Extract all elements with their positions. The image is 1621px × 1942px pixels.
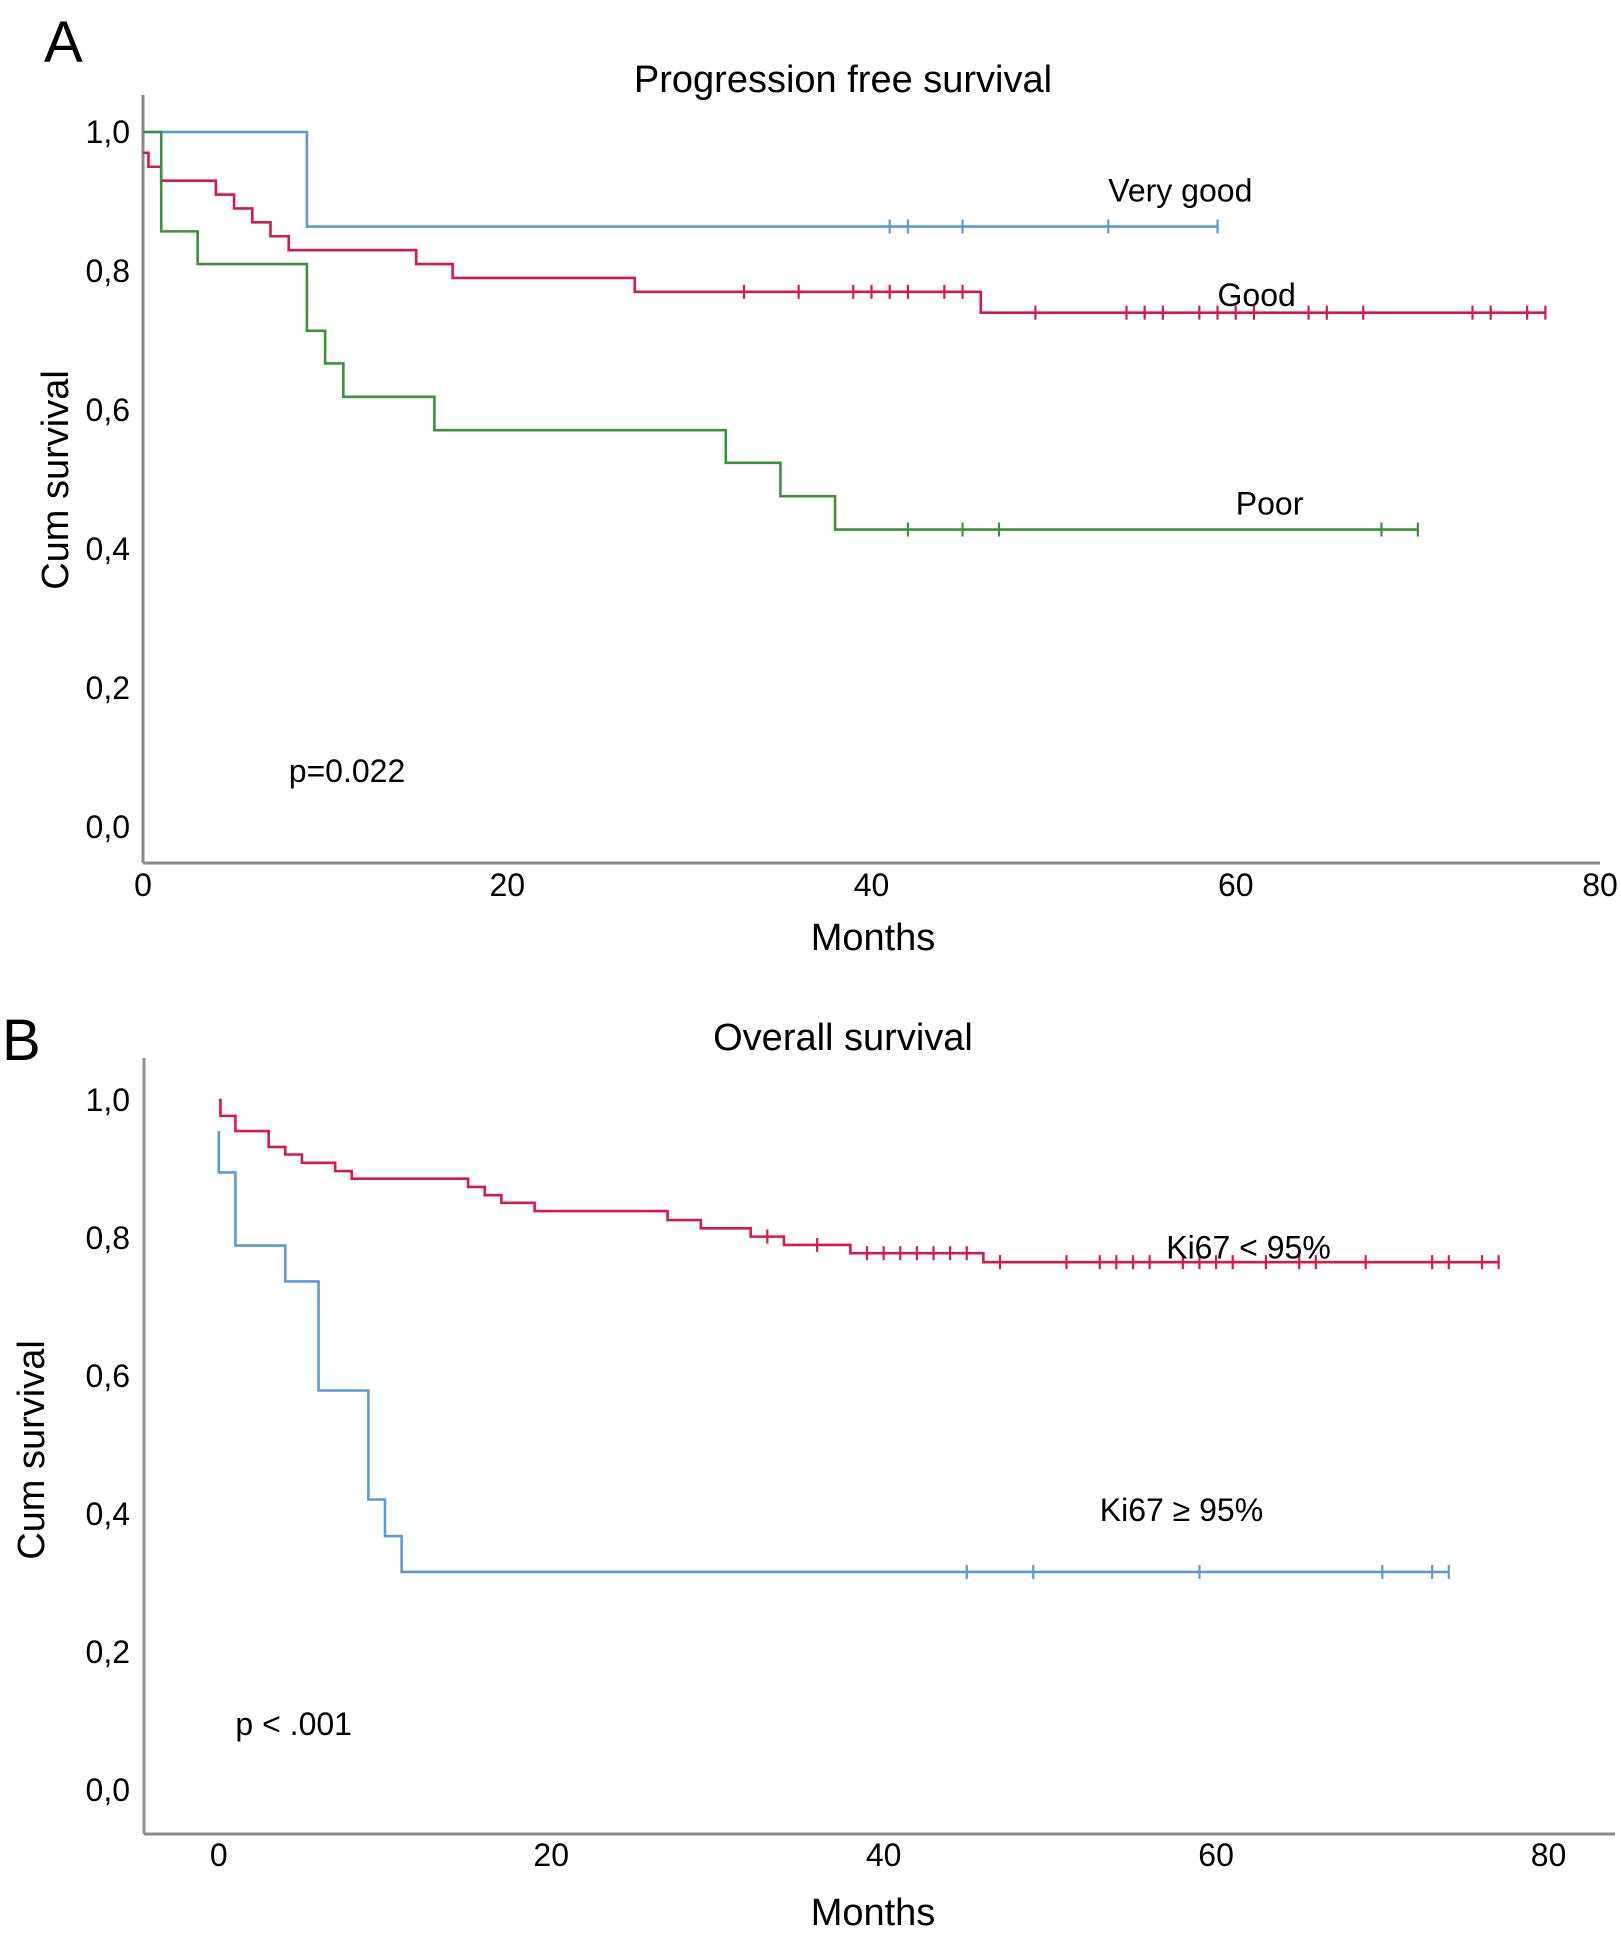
series-poor: Poor bbox=[143, 130, 1419, 537]
x-tick-label: 40 bbox=[854, 867, 890, 903]
panel-letter-a: A bbox=[44, 10, 83, 75]
y-ticks-b: 0,0 0,2 0,4 0,6 0,8 1,0 bbox=[86, 1082, 130, 1808]
x-tick-label: 0 bbox=[210, 1837, 228, 1873]
p-value-annotation: p < .001 bbox=[235, 1706, 352, 1742]
y-ticks-a: 0,0 0,2 0,4 0,6 0,8 1,0 bbox=[86, 114, 130, 845]
annotations-a: p=0.022 bbox=[289, 753, 406, 789]
x-ticks-b: 0 20 40 60 80 bbox=[210, 1837, 1566, 1873]
y-tick-label: 0,6 bbox=[86, 392, 130, 428]
y-tick-label: 0,8 bbox=[86, 1220, 130, 1256]
x-ticks-a: 0 20 40 60 80 bbox=[134, 867, 1618, 903]
annotations-b: p < .001 bbox=[235, 1706, 352, 1742]
y-tick-label: 0,0 bbox=[86, 809, 130, 845]
x-tick-label: 40 bbox=[866, 1837, 902, 1873]
x-tick-label: 80 bbox=[1582, 867, 1618, 903]
x-tick-label: 60 bbox=[1198, 1837, 1234, 1873]
survival-curve bbox=[143, 151, 1546, 314]
panel-letter-b: B bbox=[2, 1008, 41, 1073]
p-value-annotation: p=0.022 bbox=[289, 753, 406, 789]
x-tick-label: 80 bbox=[1531, 1837, 1567, 1873]
series-label: Ki67 < 95% bbox=[1166, 1230, 1331, 1266]
survival-curve bbox=[143, 130, 1418, 531]
chart-title-a: Progression free survival bbox=[634, 59, 1052, 101]
x-axis-label-b: Months bbox=[811, 1892, 936, 1934]
series-good: Good bbox=[143, 151, 1547, 320]
y-tick-label: 0,0 bbox=[86, 1772, 130, 1808]
x-axis-label-a: Months bbox=[811, 917, 936, 959]
survival-curve bbox=[143, 130, 1218, 228]
series-label: Very good bbox=[1108, 173, 1252, 209]
panel-b: B Overall survival 0,0 0,2 0,4 0,6 0,8 1,0 0 2… bbox=[2, 1008, 1615, 1934]
y-tick-label: 0,2 bbox=[86, 670, 130, 706]
y-tick-label: 0,8 bbox=[86, 253, 130, 289]
series-very-good: Very good bbox=[143, 130, 1252, 234]
y-tick-label: 0,6 bbox=[86, 1358, 130, 1394]
x-tick-label: 60 bbox=[1218, 867, 1254, 903]
chart-title-b: Overall survival bbox=[713, 1017, 973, 1059]
series-label: Poor bbox=[1236, 485, 1304, 521]
curves-a: Very good Good Poor bbox=[143, 130, 1547, 537]
y-tick-label: 0,4 bbox=[86, 531, 130, 567]
y-axis-label-a: Cum survival bbox=[35, 370, 77, 590]
survival-curve bbox=[218, 1098, 1499, 1264]
y-tick-label: 0,4 bbox=[86, 1496, 130, 1532]
y-axis-label-b: Cum survival bbox=[11, 1340, 53, 1560]
x-tick-label: 20 bbox=[533, 1837, 569, 1873]
curves-b: Ki67 < 95% Ki67 ≥ 95% bbox=[217, 1098, 1500, 1579]
series-ki67-95-: Ki67 ≥ 95% bbox=[217, 1131, 1450, 1579]
series-label: Good bbox=[1218, 277, 1296, 313]
y-tick-label: 1,0 bbox=[86, 1082, 130, 1118]
panel-a: A Progression free survival 0,0 0,2 0,4 0,6… bbox=[35, 10, 1618, 959]
series-label: Ki67 ≥ 95% bbox=[1100, 1492, 1263, 1528]
y-tick-label: 1,0 bbox=[86, 114, 130, 150]
x-tick-label: 0 bbox=[134, 867, 152, 903]
survival-curve bbox=[217, 1131, 1449, 1574]
series-ki67-95-: Ki67 < 95% bbox=[218, 1098, 1500, 1270]
y-tick-label: 0,2 bbox=[86, 1634, 130, 1670]
x-tick-label: 20 bbox=[489, 867, 525, 903]
